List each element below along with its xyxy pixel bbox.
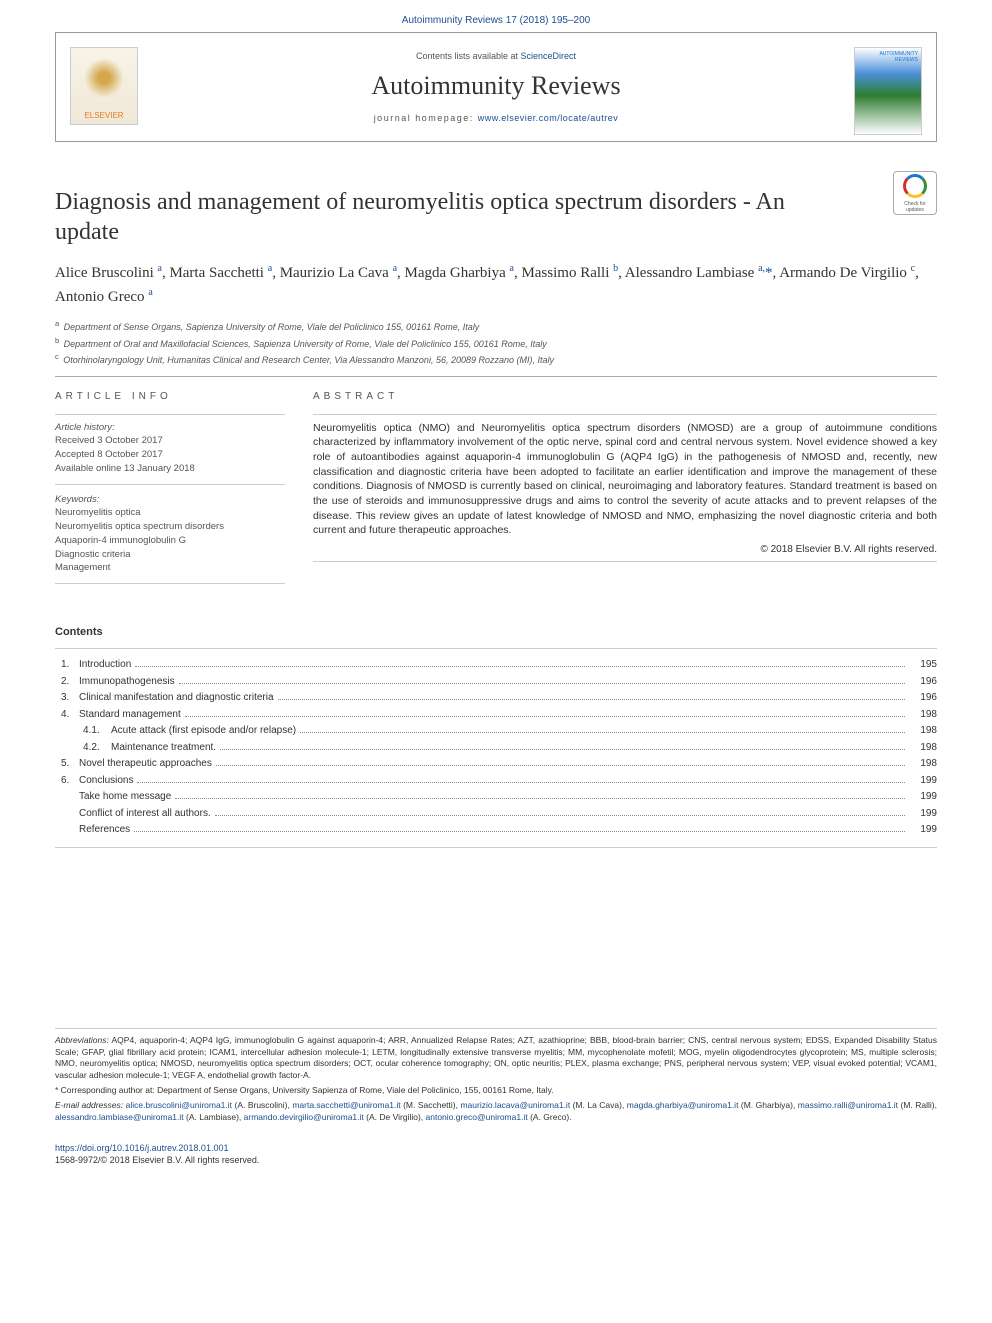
history-label: Article history: xyxy=(55,422,115,433)
corresponding-author-note: * Corresponding author at: Department of… xyxy=(55,1085,937,1097)
affiliations: a Department of Sense Organs, Sapienza U… xyxy=(55,318,937,368)
contents-heading: Contents xyxy=(55,626,937,638)
toc-row[interactable]: 4.1. Acute attack (first episode and/or … xyxy=(55,723,937,740)
doi-link[interactable]: https://doi.org/10.1016/j.autrev.2018.01… xyxy=(55,1143,228,1153)
corr-label: * Corresponding author at: xyxy=(55,1085,155,1095)
history-accepted: Accepted 8 October 2017 xyxy=(55,449,163,460)
abstract-copyright: © 2018 Elsevier B.V. All rights reserved… xyxy=(313,544,937,555)
divider xyxy=(55,376,937,377)
contents-available-label: Contents lists available at xyxy=(416,51,521,61)
contents-available-line: Contents lists available at ScienceDirec… xyxy=(416,51,576,61)
article-history-block: Article history: Received 3 October 2017… xyxy=(55,421,285,585)
toc-row[interactable]: 4.2. Maintenance treatment. 198 xyxy=(55,740,937,757)
toc-row[interactable]: Conflict of interest all authors. 199 xyxy=(55,806,937,823)
homepage-label: journal homepage: xyxy=(374,113,478,123)
abbreviations-note: Abbreviations: AQP4, aquaporin-4; AQP4 I… xyxy=(55,1035,937,1083)
doi-block: https://doi.org/10.1016/j.autrev.2018.01… xyxy=(55,1142,937,1167)
divider xyxy=(313,561,937,562)
journal-cover-thumbnail[interactable] xyxy=(854,47,922,135)
abstract-column: ABSTRACT Neuromyelitis optica (NMO) and … xyxy=(313,391,937,599)
elsevier-logo[interactable]: ELSEVIER xyxy=(70,47,138,125)
toc-row[interactable]: 6. Conclusions 199 xyxy=(55,773,937,790)
toc-row[interactable]: 4. Standard management 198 xyxy=(55,707,937,724)
corr-text: Department of Sense Organs, University S… xyxy=(155,1085,554,1095)
toc-row[interactable]: 5. Novel therapeutic approaches 198 xyxy=(55,756,937,773)
abbr-label: Abbreviations: xyxy=(55,1035,109,1045)
email-link[interactable]: magda.gharbiya@uniroma1.it xyxy=(627,1100,739,1110)
toc-row[interactable]: Take home message 199 xyxy=(55,789,937,806)
footer-notes: Abbreviations: AQP4, aquaporin-4; AQP4 I… xyxy=(55,1028,937,1124)
email-addresses-note: E-mail addresses: alice.bruscolini@uniro… xyxy=(55,1100,937,1124)
email-link[interactable]: alice.bruscolini@uniroma1.it xyxy=(126,1100,232,1110)
divider xyxy=(313,414,937,415)
abstract-text: Neuromyelitis optica (NMO) and Neuromyel… xyxy=(313,421,937,539)
article-info-column: ARTICLE INFO Article history: Received 3… xyxy=(55,391,285,599)
email-link[interactable]: alessandro.lambiase@uniroma1.it xyxy=(55,1112,184,1122)
homepage-link[interactable]: www.elsevier.com/locate/autrev xyxy=(478,113,619,123)
sciencedirect-link[interactable]: ScienceDirect xyxy=(521,51,577,61)
toc-row[interactable]: References 199 xyxy=(55,822,937,839)
keywords-label: Keywords: xyxy=(55,494,99,505)
email-link[interactable]: maurizio.lacava@uniroma1.it xyxy=(460,1100,570,1110)
article-info-header: ARTICLE INFO xyxy=(55,391,285,402)
divider xyxy=(55,414,285,415)
email-link[interactable]: armando.devirgilio@uniroma1.it xyxy=(244,1112,364,1122)
journal-reference: Autoimmunity Reviews 17 (2018) 195–200 xyxy=(55,15,937,26)
toc-row[interactable]: 2. Immunopathogenesis 196 xyxy=(55,674,937,691)
crossmark-badge[interactable] xyxy=(893,171,937,215)
issn-copyright: 1568-9972/© 2018 Elsevier B.V. All right… xyxy=(55,1155,259,1165)
email-link[interactable]: marta.sacchetti@uniroma1.it xyxy=(292,1100,400,1110)
email-link[interactable]: massimo.ralli@uniroma1.it xyxy=(798,1100,898,1110)
article-title: Diagnosis and management of neuromyeliti… xyxy=(55,187,815,247)
abbr-text: AQP4, aquaporin-4; AQP4 IgG, immunoglobu… xyxy=(55,1035,937,1081)
journal-homepage-line: journal homepage: www.elsevier.com/locat… xyxy=(374,113,619,123)
table-of-contents: 1. Introduction 195 2. Immunopathogenesi… xyxy=(55,648,937,848)
keywords-list: Neuromyelitis opticaNeuromyelitis optica… xyxy=(55,507,224,573)
abstract-header: ABSTRACT xyxy=(313,391,937,402)
journal-header-box: ELSEVIER Contents lists available at Sci… xyxy=(55,32,937,142)
history-online: Available online 13 January 2018 xyxy=(55,463,195,474)
info-abstract-row: ARTICLE INFO Article history: Received 3… xyxy=(55,391,937,599)
author-list: Alice Bruscolini a, Marta Sacchetti a, M… xyxy=(55,261,937,308)
toc-row[interactable]: 3. Clinical manifestation and diagnostic… xyxy=(55,690,937,707)
elsevier-logo-text: ELSEVIER xyxy=(84,111,123,120)
history-received: Received 3 October 2017 xyxy=(55,435,163,446)
toc-row[interactable]: 1. Introduction 195 xyxy=(55,657,937,674)
email-link[interactable]: antonio.greco@uniroma1.it xyxy=(426,1112,528,1122)
journal-name: Autoimmunity Reviews xyxy=(371,71,620,101)
